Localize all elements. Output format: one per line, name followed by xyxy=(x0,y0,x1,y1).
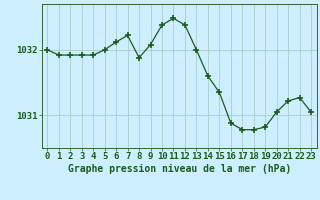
X-axis label: Graphe pression niveau de la mer (hPa): Graphe pression niveau de la mer (hPa) xyxy=(68,164,291,174)
